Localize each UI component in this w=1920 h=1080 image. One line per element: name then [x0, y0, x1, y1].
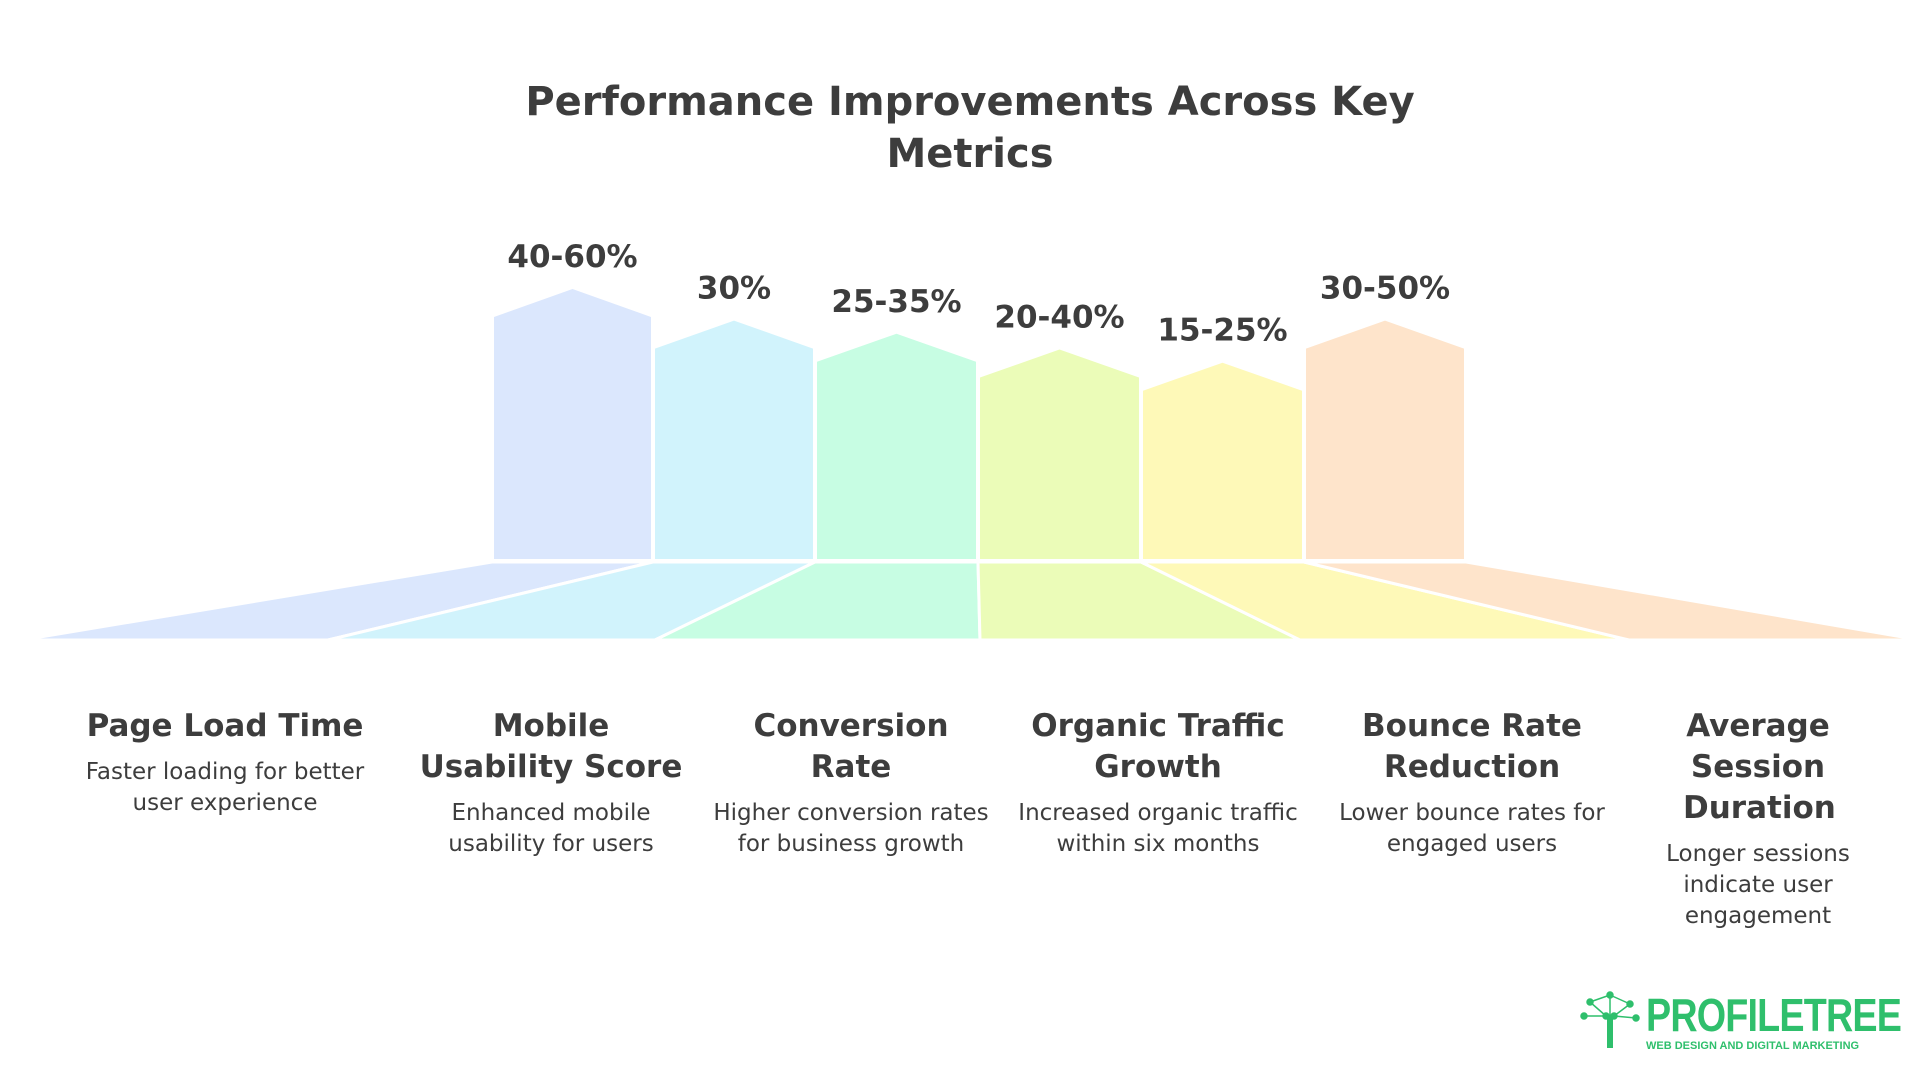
metric-description: Higher conversion rates for business gro… — [713, 800, 989, 857]
metric-title: Conversion Rate — [753, 708, 949, 785]
value-label: 40-60% — [507, 239, 637, 275]
value-label: 30-50% — [1320, 271, 1450, 307]
bar — [655, 320, 813, 559]
logo-tagline: WEB DESIGN AND DIGITAL MARKETING — [1646, 1040, 1860, 1052]
metric-description: Increased organic traffic within six mon… — [1018, 800, 1298, 857]
metric-item: Organic Traffic Growth Increased organic … — [1008, 706, 1308, 860]
metric-title: Average Session Duration — [1683, 708, 1836, 826]
metric-description: Enhanced mobile usability for users — [448, 800, 654, 857]
metric-item: Bounce Rate Reduction Lower bounce rates … — [1322, 706, 1622, 860]
chart-title: Performance Improvements Across Key Metr… — [525, 79, 1415, 177]
bar — [1306, 320, 1464, 559]
value-label: 20-40% — [994, 300, 1124, 336]
metric-title: Organic Traffic Growth — [1031, 708, 1285, 785]
floor-segment — [1303, 560, 1920, 642]
metric-item: Average Session Duration Longer sessions … — [1608, 706, 1908, 932]
metric-description: Lower bounce rates for engaged users — [1339, 800, 1605, 857]
metric-description: Faster loading for better user experienc… — [85, 759, 365, 816]
metric-title: Mobile Usability Score — [419, 708, 683, 785]
metric-item: Mobile Usability Score Enhanced mobile us… — [401, 706, 701, 860]
metric-item: Page Load Time Faster loading for better … — [75, 706, 375, 819]
bar — [1143, 362, 1302, 559]
bar — [980, 349, 1139, 559]
bar — [494, 289, 651, 559]
logo-brand: PROFILETREE — [1646, 989, 1902, 1041]
metric-item: Conversion Rate Higher conversion rates f… — [701, 706, 1001, 860]
bar — [817, 333, 976, 559]
metric-title: Page Load Time — [86, 708, 364, 744]
tree-icon — [1580, 991, 1640, 1048]
value-label: 15-25% — [1157, 313, 1287, 349]
metric-description: Longer sessions indicate user engagement — [1666, 841, 1850, 929]
value-label: 25-35% — [831, 284, 961, 320]
value-label: 30% — [697, 271, 771, 307]
profiletree-logo: PROFILETREE WEB DESIGN AND DIGITAL MARKE… — [1580, 989, 1902, 1052]
metric-title: Bounce Rate Reduction — [1362, 708, 1582, 785]
